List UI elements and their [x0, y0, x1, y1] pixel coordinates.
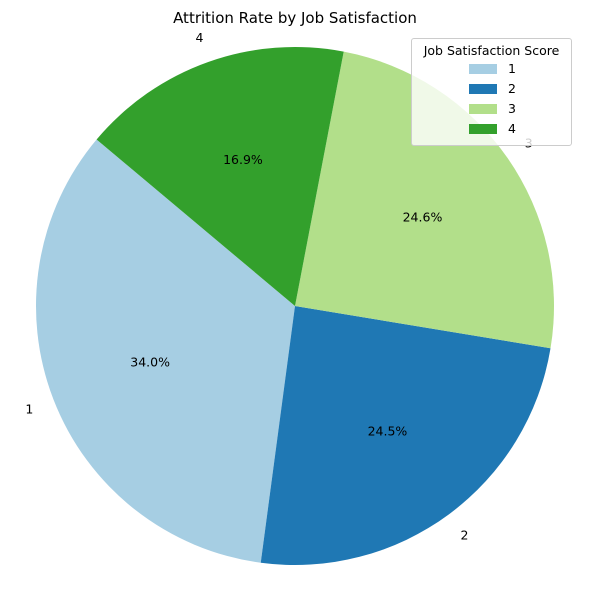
legend-item-2: 2: [412, 79, 571, 99]
percent-label-2: 24.5%: [368, 423, 408, 438]
percent-label-3: 24.6%: [403, 210, 443, 225]
percent-label-4: 16.9%: [223, 152, 263, 167]
legend-swatch: [469, 84, 497, 94]
category-label-1: 1: [25, 402, 33, 417]
legend-label: 1: [508, 61, 516, 76]
pie-slice-3: [295, 51, 554, 349]
category-label-2: 2: [460, 528, 468, 543]
legend-swatch: [469, 104, 497, 114]
chart-legend: Job Satisfaction Score 1 2 3 4: [411, 38, 572, 146]
legend-label: 3: [508, 101, 516, 116]
legend-title: Job Satisfaction Score: [423, 43, 560, 58]
legend-item-1: 1: [412, 59, 571, 79]
legend-label: 4: [508, 121, 516, 136]
category-label-4: 4: [196, 30, 204, 45]
legend-swatch: [469, 64, 497, 74]
legend-item-3: 3: [412, 99, 571, 119]
chart-title: Attrition Rate by Job Satisfaction: [173, 9, 417, 27]
percent-label-1: 34.0%: [130, 355, 170, 370]
legend-item-4: 4: [412, 119, 571, 139]
legend-swatch: [469, 124, 497, 134]
pie-slice-2: [260, 306, 551, 565]
pie-slices: [35, 47, 554, 565]
pie-slice-1: [35, 139, 295, 563]
legend-label: 2: [508, 81, 516, 96]
pie-slice-4: [96, 47, 344, 306]
